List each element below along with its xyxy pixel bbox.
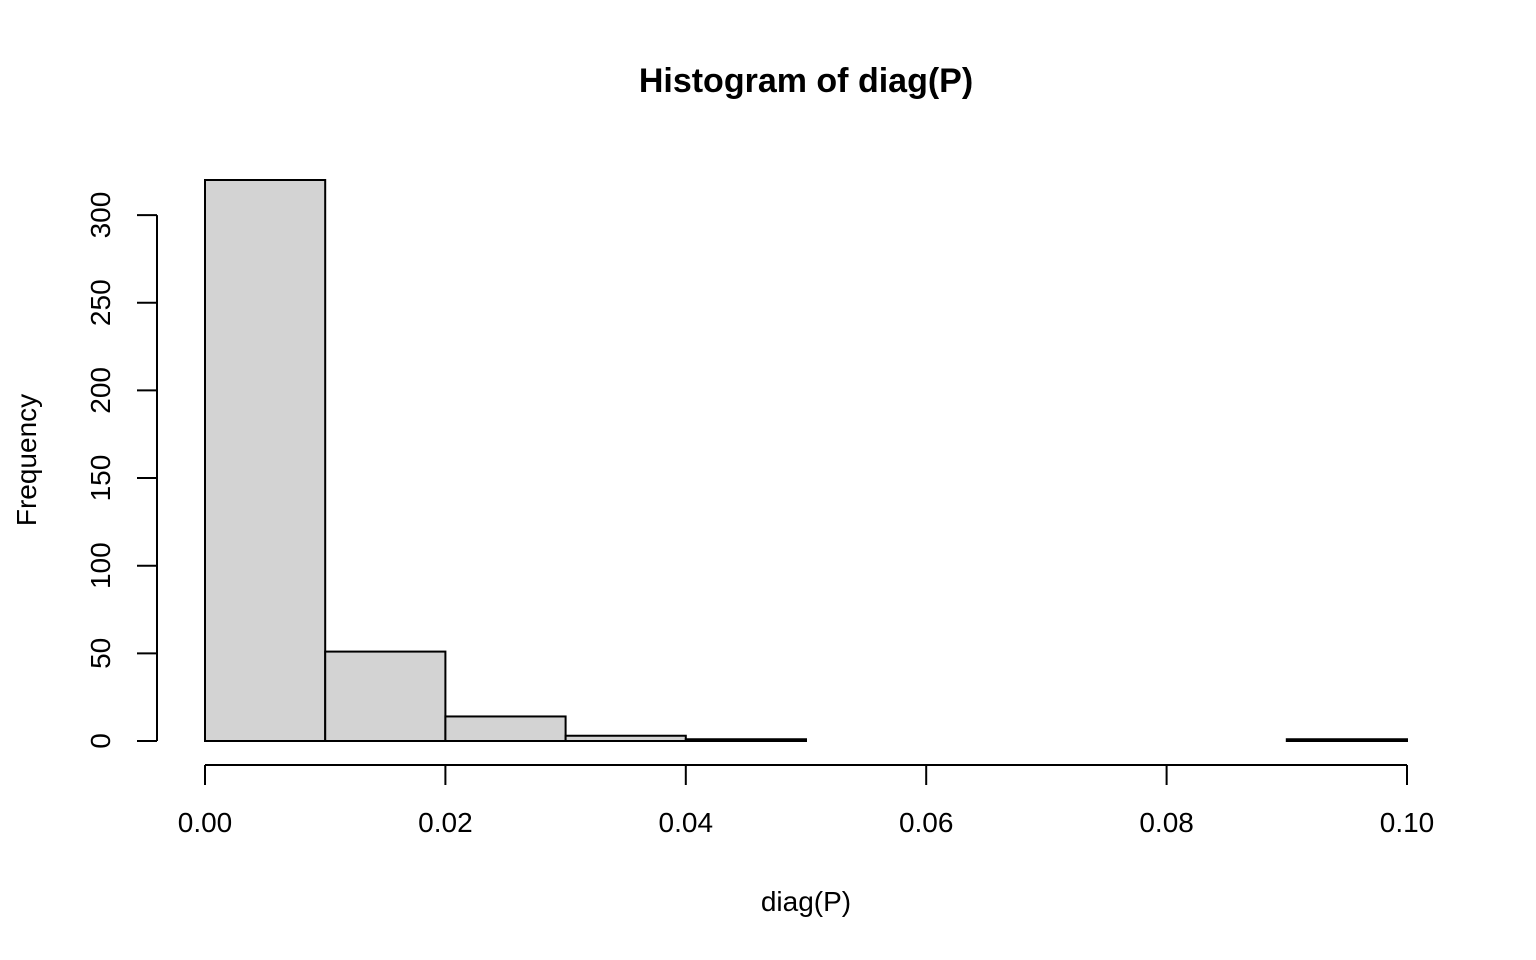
y-tick-label: 100 — [85, 542, 116, 589]
chart-title: Histogram of diag(P) — [639, 62, 973, 100]
y-tick-label: 250 — [85, 279, 116, 326]
histogram-bar-2 — [444, 715, 567, 742]
y-tick-label: 300 — [85, 192, 116, 239]
histogram-bar-9 — [1285, 738, 1409, 743]
x-tick-label: 0.00 — [178, 807, 233, 838]
x-tick-label: 0.02 — [418, 807, 473, 838]
histogram-bar-4 — [684, 738, 807, 743]
x-axis: 0.00 0.02 0.04 0.06 0.08 0.10 — [178, 764, 1435, 838]
x-tick-label: 0.04 — [659, 807, 714, 838]
bars-group — [204, 179, 1409, 743]
x-tick-label: 0.08 — [1139, 807, 1194, 838]
y-tick-label: 200 — [85, 367, 116, 414]
y-tick-label: 0 — [85, 733, 116, 749]
y-tick-label: 50 — [85, 638, 116, 669]
y-axis-label: Frequency — [11, 394, 42, 526]
histogram-bar-1 — [324, 650, 447, 743]
y-tick-label: 150 — [85, 455, 116, 502]
histogram-bar-0 — [204, 179, 327, 742]
histogram-bar-3 — [564, 734, 687, 742]
x-tick-label: 0.10 — [1380, 807, 1435, 838]
y-axis: 0 50 100 150 200 250 300 — [85, 192, 158, 749]
x-tick-label: 0.06 — [899, 807, 954, 838]
x-axis-label: diag(P) — [761, 886, 851, 917]
